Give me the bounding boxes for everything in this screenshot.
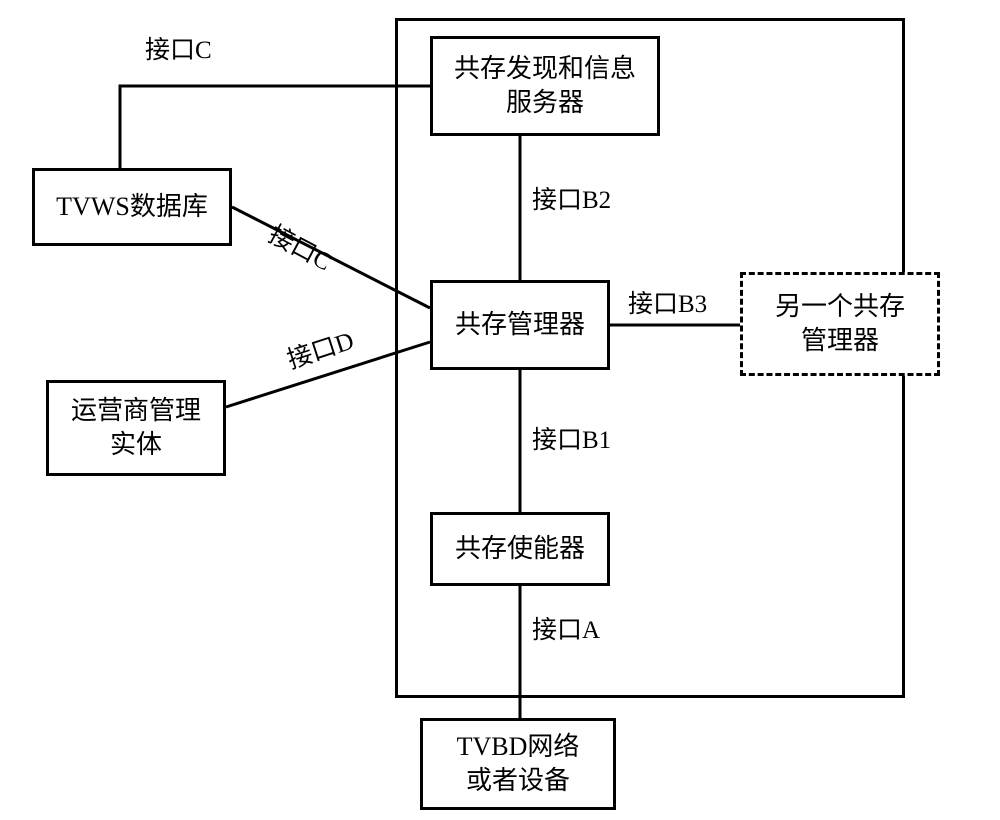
node-tvbd: TVBD网络 或者设备 <box>420 718 616 810</box>
label-interface-a: 接口A <box>532 610 600 646</box>
edge-db-cdis <box>120 86 430 168</box>
node-cm: 共存管理器 <box>430 280 610 370</box>
label-interface-d: 接口D <box>282 321 358 376</box>
node-operator-line2: 实体 <box>110 430 162 459</box>
label-interface-b3: 接口B3 <box>628 284 707 320</box>
node-cdis-line1: 共存发现和信息 <box>454 54 636 83</box>
node-cm-label: 共存管理器 <box>455 308 585 342</box>
node-other-cm: 另一个共存 管理器 <box>740 272 940 376</box>
node-tvws-db-label: TVWS数据库 <box>56 190 208 224</box>
node-tvws-db: TVWS数据库 <box>32 168 232 246</box>
node-operator: 运营商管理 实体 <box>46 380 226 476</box>
label-interface-c-diag: 接口C <box>263 215 339 278</box>
node-ce: 共存使能器 <box>430 512 610 586</box>
node-operator-line1: 运营商管理 <box>71 396 201 425</box>
node-tvbd-line2: 或者设备 <box>466 766 570 795</box>
label-interface-b2: 接口B2 <box>532 180 611 216</box>
node-tvbd-line1: TVBD网络 <box>457 732 580 761</box>
node-cdis-line2: 服务器 <box>506 88 584 117</box>
diagram-canvas: 共存发现和信息 服务器 TVWS数据库 共存管理器 另一个共存 管理器 运营商管… <box>0 0 1000 820</box>
node-other-cm-line2: 管理器 <box>801 326 879 355</box>
node-other-cm-line1: 另一个共存 <box>775 292 905 321</box>
node-ce-label: 共存使能器 <box>455 532 585 566</box>
label-interface-b1: 接口B1 <box>532 420 611 456</box>
node-cdis: 共存发现和信息 服务器 <box>430 36 660 136</box>
label-interface-c-top: 接口C <box>145 30 212 66</box>
